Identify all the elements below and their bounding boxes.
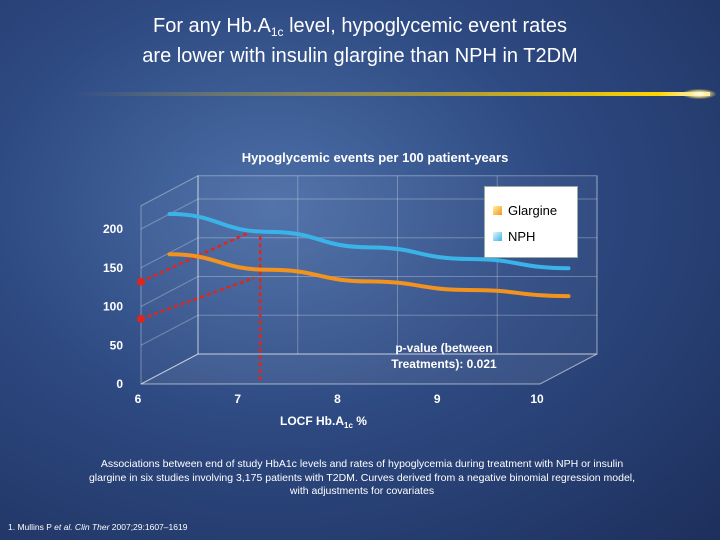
- gridline-y-100: [140, 276, 597, 307]
- legend-label-nph: NPH: [508, 229, 536, 244]
- y-tick-label-200: 200: [103, 222, 123, 236]
- x-tick-label-6: 6: [135, 392, 142, 406]
- reference-citation: 1. Mullins P et al. Clin Ther 2007;29:16…: [8, 522, 187, 532]
- legend-swatch-nph: [493, 232, 502, 241]
- caption-line-1: Associations between end of study HbA1c …: [100, 458, 624, 470]
- legend-item-glargine: Glargine: [493, 203, 557, 218]
- title-text-a: For any Hb.A: [153, 15, 271, 37]
- slide-title: For any Hb.A1c level, hypoglycemic event…: [0, 14, 720, 68]
- x-tick-label-8: 8: [334, 392, 341, 406]
- legend-item-nph: NPH: [493, 229, 535, 244]
- reference-journal: et al. Clin Ther: [54, 522, 110, 532]
- legend-swatch-glargine: [493, 206, 502, 215]
- x-axis-label-unit: %: [352, 414, 367, 428]
- p-value-line-2: Treatments): 0.021: [391, 357, 497, 371]
- gridline-y-150: [140, 237, 597, 269]
- figure-caption: Associations between end of study HbA1c …: [52, 458, 672, 499]
- y-tick-label-0: 0: [116, 377, 123, 391]
- title-text-b: level, hypoglycemic event rates: [283, 15, 567, 37]
- title-line-2: are lower with insulin glargine than NPH…: [142, 45, 578, 67]
- chart-side-wall: [140, 174, 199, 385]
- chart-series: [167, 212, 571, 299]
- chart-floor: [140, 353, 598, 385]
- highlight-dot-2: [137, 314, 145, 323]
- p-value-line-1: p-value (between: [395, 341, 493, 355]
- title-subscript: 1c: [270, 25, 284, 39]
- title-underline: [70, 92, 710, 96]
- caption-line-2: glargine in six studies involving 3,175 …: [88, 471, 636, 484]
- reference-details: 2007;29:1607–1619: [109, 522, 188, 532]
- p-value-annotation: p-value (between Treatments): 0.021: [362, 340, 526, 372]
- gridline-y-50: [140, 314, 597, 346]
- chart-tick-labels: 0 50 100 150 200 6 7 8 9 10: [103, 222, 544, 406]
- gridline-y-200: [140, 198, 597, 230]
- y-tick-label-50: 50: [110, 338, 124, 352]
- highlight-dash-glargine: [140, 276, 255, 321]
- legend-label-glargine: Glargine: [508, 203, 558, 218]
- x-axis-label: LOCF Hb.A1c %: [280, 414, 420, 430]
- underline-glow: [682, 89, 716, 99]
- chart-legend: Glargine NPH: [484, 186, 578, 258]
- x-tick-label-9: 9: [434, 392, 441, 406]
- chart-title: Hypoglycemic events per 100 patient-year…: [241, 150, 509, 165]
- x-axis-label-text: LOCF Hb.A: [280, 414, 344, 428]
- highlight-dot-1: [137, 277, 145, 286]
- caption-line-3: with adjustments for covariates: [289, 485, 435, 497]
- reference-authors: 1. Mullins P: [8, 522, 55, 532]
- y-tick-label-100: 100: [103, 300, 123, 314]
- x-tick-label-10: 10: [530, 392, 544, 406]
- x-tick-label-7: 7: [234, 392, 241, 406]
- y-tick-label-150: 150: [103, 261, 123, 275]
- x-axis-label-subscript: 1c: [344, 421, 353, 430]
